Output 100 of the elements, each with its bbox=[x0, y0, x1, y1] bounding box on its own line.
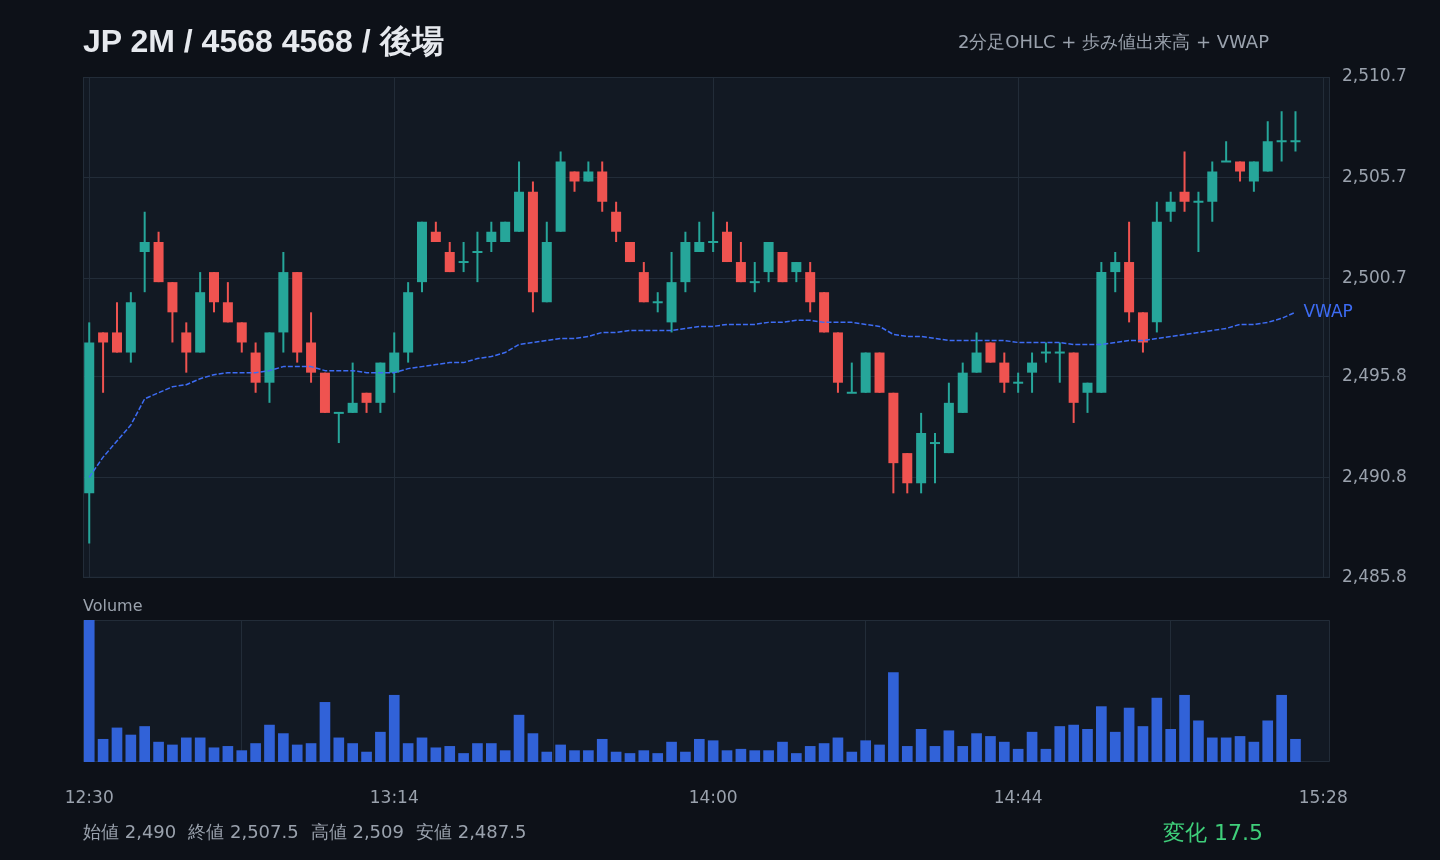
bar bbox=[444, 746, 456, 762]
candlestick bbox=[999, 351, 1010, 394]
bar bbox=[97, 738, 109, 762]
line-series bbox=[88, 311, 1297, 478]
candlestick bbox=[652, 291, 663, 314]
candlestick bbox=[236, 321, 247, 354]
bar bbox=[832, 737, 844, 762]
candlestick bbox=[1290, 110, 1301, 153]
bar bbox=[1026, 731, 1038, 762]
bar bbox=[583, 750, 594, 762]
bar bbox=[1040, 748, 1052, 762]
bar bbox=[985, 736, 996, 762]
bar bbox=[527, 733, 539, 762]
bar bbox=[402, 743, 414, 762]
bar bbox=[1068, 724, 1079, 762]
bar bbox=[347, 743, 358, 762]
bar bbox=[1206, 737, 1218, 762]
candlestick bbox=[139, 210, 150, 294]
candlestick bbox=[1110, 250, 1121, 294]
bar bbox=[1179, 694, 1190, 762]
x-tick-label: 15:28 bbox=[1298, 786, 1348, 807]
bar bbox=[1109, 731, 1121, 762]
candlestick bbox=[694, 220, 705, 253]
candlestick bbox=[458, 240, 469, 274]
candlestick bbox=[111, 301, 122, 354]
candlestick bbox=[472, 230, 483, 284]
bar bbox=[804, 746, 816, 762]
candlestick bbox=[985, 341, 996, 364]
bar bbox=[943, 730, 955, 762]
candlestick bbox=[98, 331, 109, 394]
y-tick-label: 2,500.7 bbox=[1342, 266, 1407, 287]
bar bbox=[1123, 707, 1135, 762]
candlestick bbox=[181, 321, 192, 374]
bar bbox=[264, 724, 275, 762]
candlestick bbox=[486, 220, 497, 253]
candlestick bbox=[791, 261, 802, 284]
candlestick bbox=[1027, 351, 1038, 394]
bar bbox=[472, 743, 483, 762]
bar bbox=[111, 727, 123, 762]
candlestick bbox=[444, 240, 455, 274]
bar bbox=[222, 746, 234, 762]
candlestick bbox=[347, 361, 358, 414]
bar bbox=[971, 733, 982, 762]
bar bbox=[888, 672, 899, 762]
bar bbox=[1234, 736, 1246, 762]
bar bbox=[763, 750, 774, 762]
candlestick bbox=[1235, 160, 1246, 183]
bar bbox=[208, 747, 220, 762]
bar bbox=[638, 750, 650, 762]
bar bbox=[777, 741, 788, 762]
bar bbox=[513, 714, 525, 762]
bar bbox=[860, 740, 872, 762]
candlestick bbox=[929, 431, 940, 485]
y-tick-label: 2,485.8 bbox=[1342, 566, 1407, 587]
bar bbox=[1262, 720, 1274, 762]
bar bbox=[874, 744, 885, 762]
candlestick bbox=[1013, 371, 1024, 394]
bar bbox=[1276, 694, 1287, 762]
bar bbox=[1137, 726, 1149, 762]
text: 高値 2,509 bbox=[310, 821, 404, 842]
text: 終値 2,507.5 bbox=[188, 821, 299, 842]
candlestick bbox=[389, 331, 400, 394]
text: 変化 17.5 bbox=[1163, 819, 1263, 847]
bar bbox=[749, 750, 761, 762]
bar bbox=[1096, 706, 1107, 762]
bar bbox=[361, 751, 372, 762]
bar bbox=[721, 750, 733, 762]
bar bbox=[541, 751, 553, 762]
series-label: VWAP bbox=[1303, 300, 1353, 321]
bar bbox=[735, 748, 747, 762]
bar bbox=[388, 694, 400, 762]
bar bbox=[693, 738, 705, 762]
bar bbox=[1165, 729, 1177, 762]
bar bbox=[83, 620, 95, 762]
bar bbox=[610, 751, 622, 762]
chart-title: Volume bbox=[83, 596, 143, 615]
chart-title: JP 2M / 4568 4568 / 後場 bbox=[83, 22, 444, 61]
bar bbox=[707, 740, 719, 762]
bar bbox=[555, 744, 566, 762]
bar bbox=[291, 744, 303, 762]
bar bbox=[998, 741, 1010, 762]
candlestick bbox=[1054, 341, 1065, 384]
candlestick bbox=[971, 331, 982, 374]
bar bbox=[1220, 737, 1232, 762]
candlestick bbox=[1248, 160, 1259, 193]
candlestick bbox=[1179, 150, 1190, 213]
candlestick bbox=[1082, 381, 1093, 414]
candlestick bbox=[430, 220, 441, 243]
bar bbox=[1151, 697, 1163, 762]
bar bbox=[1290, 738, 1301, 762]
y-tick-label: 2,505.7 bbox=[1342, 165, 1407, 186]
candlestick bbox=[583, 160, 594, 183]
bar bbox=[915, 729, 927, 762]
bar bbox=[818, 743, 830, 762]
bar bbox=[180, 737, 192, 762]
candlestick bbox=[222, 281, 233, 324]
bar bbox=[901, 746, 913, 762]
candlestick bbox=[1040, 341, 1051, 364]
bar bbox=[791, 753, 802, 762]
candlestick bbox=[708, 210, 719, 253]
